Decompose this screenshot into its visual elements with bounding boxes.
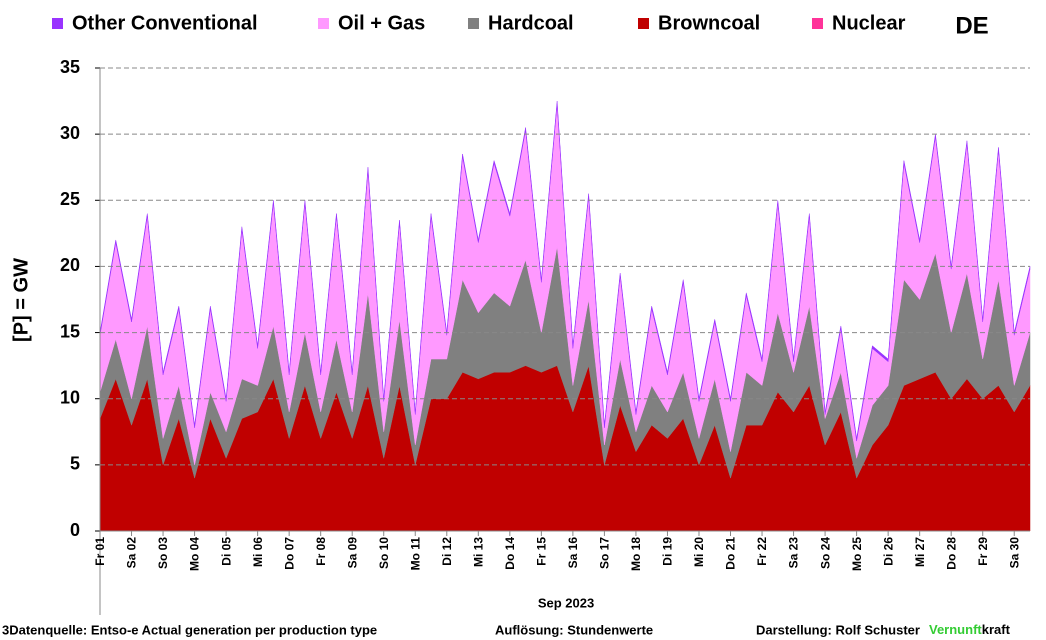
x-tick-label: Di 05 xyxy=(219,537,233,566)
x-tick-label: Sa 09 xyxy=(345,537,359,569)
x-tick-label: Sa 23 xyxy=(787,537,801,569)
x-tick-label: Sa 30 xyxy=(1007,537,1021,569)
legend-label: Hardcoal xyxy=(488,12,574,34)
area-0 xyxy=(99,101,1031,442)
x-tick-label: Sa 02 xyxy=(125,537,139,569)
x-tick-label: Do 28 xyxy=(944,537,958,570)
x-tick-label: Do 07 xyxy=(282,537,296,570)
footer-brand: Vernunftkraft xyxy=(929,622,1011,637)
x-tick-label: Fr 29 xyxy=(976,537,990,566)
footer-resolution: Auflösung: Stundenwerte xyxy=(495,622,653,637)
x-tick-label: Do 14 xyxy=(503,537,517,570)
x-tick-label: Mo 11 xyxy=(408,537,422,571)
x-tick-label: Mi 13 xyxy=(471,537,485,567)
x-tick-label: Di 12 xyxy=(440,537,454,566)
y-tick-label: 25 xyxy=(60,189,80,209)
areas xyxy=(99,101,1031,532)
y-axis-label: [P] = GW xyxy=(10,258,32,342)
x-tick-label: Mi 06 xyxy=(251,537,265,567)
x-tick-label: Fr 01 xyxy=(93,537,107,566)
legend-swatch xyxy=(638,18,649,29)
x-tick-label: Sa 16 xyxy=(566,537,580,569)
legend-swatch xyxy=(468,18,479,29)
x-tick-label: Mi 27 xyxy=(913,537,927,567)
x-tick-label: Do 21 xyxy=(724,537,738,570)
x-tick-label: Fr 08 xyxy=(314,537,328,566)
x-tick-label: Fr 22 xyxy=(755,537,769,566)
legend-swatch xyxy=(812,18,823,29)
chart-title: DE xyxy=(955,12,988,39)
y-tick-label: 15 xyxy=(60,321,80,341)
x-tick-label: So 24 xyxy=(818,537,832,569)
y-tick-label: 10 xyxy=(60,387,80,407)
y-tick-label: 20 xyxy=(60,255,80,275)
legend-label: Browncoal xyxy=(658,12,760,34)
y-tick-label: 35 xyxy=(60,57,80,77)
legend-swatch xyxy=(52,18,63,29)
y-tick-label: 5 xyxy=(70,454,80,474)
x-tick-label: So 17 xyxy=(598,537,612,569)
y-tick-label: 0 xyxy=(70,520,80,540)
x-tick-label: Mo 25 xyxy=(850,537,864,571)
legend-label: Oil + Gas xyxy=(338,12,425,34)
x-tick-label: Fr 15 xyxy=(535,537,549,566)
x-tick-label: Mi 20 xyxy=(692,537,706,567)
x-tick-label: Mo 18 xyxy=(629,537,643,571)
legend-label: Other Conventional xyxy=(72,12,258,34)
legend-swatch xyxy=(318,18,329,29)
x-tick-label: Di 19 xyxy=(661,537,675,566)
x-axis-label: Sep 2023 xyxy=(538,595,594,610)
footer-source: 3Datenquelle: Entso-e Actual generation … xyxy=(2,622,377,637)
x-tick-label: So 03 xyxy=(156,537,170,569)
y-tick-label: 30 xyxy=(60,123,80,143)
footer-author: Darstellung: Rolf Schuster xyxy=(756,622,920,637)
x-tick-label: So 10 xyxy=(377,537,391,569)
x-tick-label: Mo 04 xyxy=(188,537,202,571)
x-tick-label: Di 26 xyxy=(881,537,895,566)
brand-black: kraft xyxy=(982,622,1011,637)
brand-green: Vernunft xyxy=(929,622,982,637)
legend-label: Nuclear xyxy=(832,12,906,34)
